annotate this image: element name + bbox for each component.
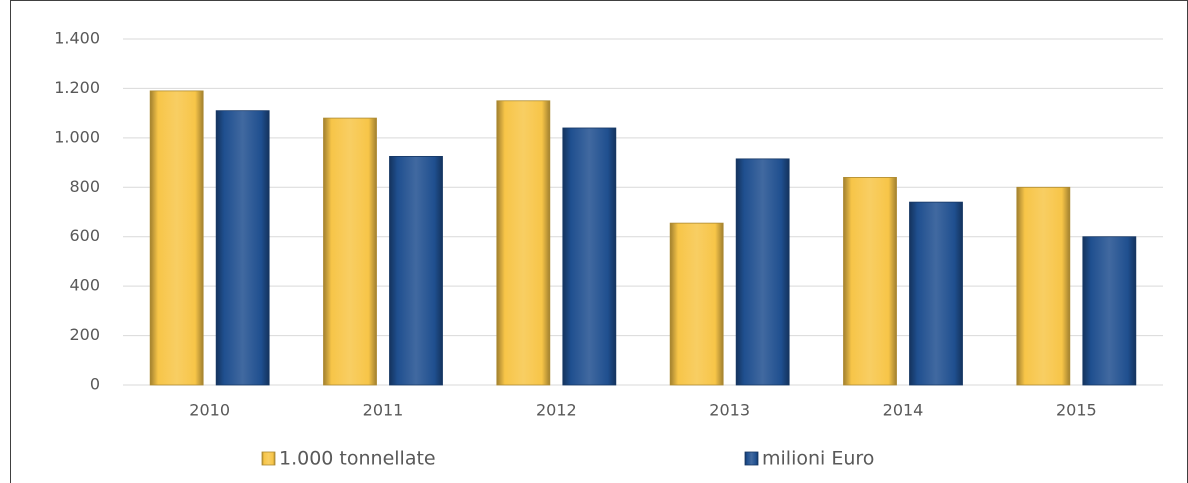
bar — [389, 155, 443, 386]
y-tick-label: 800 — [69, 177, 100, 196]
bar — [149, 90, 204, 386]
x-tick-label: 2012 — [536, 401, 577, 420]
y-tick-label: 1.000 — [54, 127, 100, 146]
bar — [323, 117, 377, 386]
y-tick-label: 600 — [69, 226, 100, 245]
bar — [843, 176, 897, 386]
legend-label: 1.000 tonnellate — [279, 448, 436, 470]
bar — [909, 201, 963, 386]
x-tick-label: 2014 — [883, 401, 924, 420]
bar — [496, 100, 551, 386]
bar — [1016, 186, 1071, 386]
y-tick-label: 400 — [69, 276, 100, 295]
y-tick-label: 1.200 — [54, 78, 100, 97]
bar — [215, 110, 270, 386]
legend-swatch — [261, 451, 276, 466]
y-tick-label: 1.400 — [54, 29, 100, 48]
y-tick-label: 200 — [69, 325, 100, 344]
x-tick-label: 2011 — [363, 401, 404, 420]
bar — [735, 158, 790, 386]
legend-swatch — [744, 451, 759, 466]
bar — [562, 127, 617, 386]
legend-label: milioni Euro — [762, 448, 874, 470]
bar — [1082, 236, 1137, 386]
x-tick-label: 2013 — [709, 401, 750, 420]
y-tick-label: 0 — [90, 375, 100, 394]
x-tick-label: 2010 — [189, 401, 230, 420]
bar — [669, 222, 724, 386]
x-tick-label: 2015 — [1056, 401, 1097, 420]
